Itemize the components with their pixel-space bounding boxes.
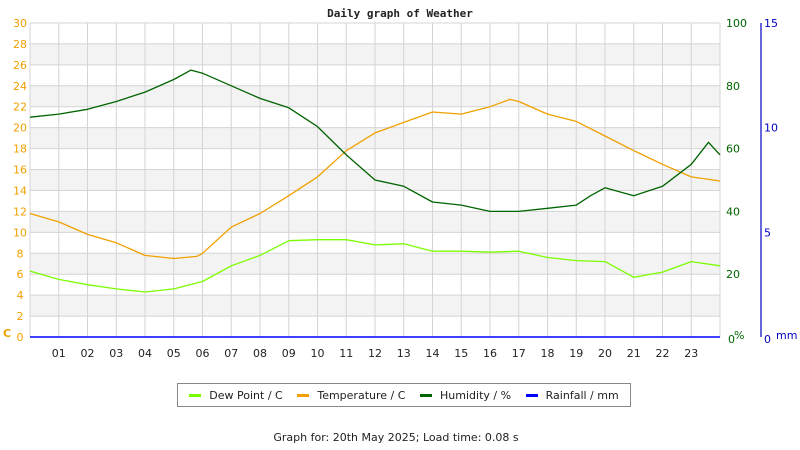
- x-tick-label: 18: [541, 347, 555, 360]
- x-tick-label: 09: [282, 347, 296, 360]
- left-tick-label: 20: [13, 122, 27, 135]
- dew-point-c-line: [29, 239, 721, 293]
- left-tick-label: 22: [13, 101, 27, 114]
- humidity-tick-label: 40: [726, 205, 740, 218]
- legend-item-rainfall[interactable]: Rainfall / mm: [525, 388, 619, 402]
- rainfall-tick-label: 15: [764, 17, 778, 30]
- x-tick-label: 19: [569, 347, 583, 360]
- x-tick-label: 06: [196, 347, 210, 360]
- left-tick-label: 0: [17, 331, 24, 344]
- x-tick-label: 01: [52, 347, 66, 360]
- chart-legend: Dew Point / C Temperature / C Humidity /…: [177, 383, 631, 407]
- legend-item-humidity[interactable]: Humidity / %: [420, 389, 511, 402]
- left-tick-label: 26: [13, 59, 27, 72]
- humidity-tick-label: 100: [726, 17, 747, 30]
- x-tick-label: 12: [368, 347, 382, 360]
- graph-footer: Graph for: 20th May 2025; Load time: 0.0…: [273, 431, 519, 444]
- humidity-line: [29, 69, 721, 213]
- left-tick-label: 14: [13, 184, 27, 197]
- x-tick-label: 16: [483, 347, 497, 360]
- temperature-swatch-icon: [297, 393, 310, 397]
- left-tick-label: 12: [13, 205, 27, 218]
- left-tick-label: 8: [17, 247, 24, 260]
- x-tick-label: 21: [627, 347, 641, 360]
- legend-label: Rainfall / mm: [545, 388, 619, 402]
- x-tick-label: 03: [109, 347, 123, 360]
- humidity-tick-label: 80: [726, 80, 740, 93]
- x-tick-label: 15: [454, 347, 468, 360]
- x-tick-label: 13: [397, 347, 411, 360]
- x-axis-ticks: 01 02 03 04 05 06 07 08 09 10 11 12 13 14 15 16 17 18 19 20…: [52, 347, 699, 360]
- data-series: [29, 69, 721, 338]
- humidity-axis-ticks: 0 20 40 60 80 100: [726, 17, 747, 346]
- gridlines: [29, 22, 721, 338]
- left-tick-label: 28: [13, 38, 27, 51]
- rainfall-axis-unit: mm: [776, 329, 797, 342]
- x-tick-label: 20: [598, 347, 612, 360]
- humidity-tick-label: 60: [726, 143, 740, 156]
- x-tick-label: 14: [426, 347, 440, 360]
- x-tick-label: 05: [167, 347, 181, 360]
- legend-item-dew-point[interactable]: Dew Point / C: [189, 388, 283, 402]
- rainfall-axis-ticks: 0 5 10 15: [764, 17, 778, 346]
- rainfall-tick-label: 10: [764, 122, 778, 135]
- left-tick-label: 18: [13, 143, 27, 156]
- x-tick-label: 22: [656, 347, 670, 360]
- rainfall-tick-label: 5: [764, 226, 771, 239]
- chart-title: Daily graph of Weather: [327, 7, 473, 20]
- humidity-tick-label: 0: [728, 333, 735, 346]
- legend-label: Dew Point / C: [209, 388, 283, 402]
- left-tick-label: 10: [13, 226, 27, 239]
- dew-point-swatch-icon: [189, 393, 202, 397]
- x-tick-label: 08: [253, 347, 267, 360]
- humidity-axis-unit: %: [734, 329, 744, 342]
- x-tick-label: 07: [224, 347, 238, 360]
- left-axis-unit: C: [3, 327, 11, 340]
- x-tick-label: 10: [311, 347, 325, 360]
- x-tick-label: 04: [138, 347, 152, 360]
- rainfall-tick-label: 0: [764, 333, 771, 346]
- humidity-tick-label: 20: [726, 268, 740, 281]
- left-tick-label: 30: [13, 17, 27, 30]
- x-tick-label: 23: [684, 347, 698, 360]
- humidity-swatch-icon: [420, 393, 433, 397]
- legend-label: Humidity / %: [440, 388, 512, 402]
- x-tick-label: 11: [339, 347, 353, 360]
- left-tick-label: 16: [13, 164, 27, 177]
- left-tick-label: 4: [17, 289, 24, 302]
- legend-label: Temperature / C: [317, 388, 406, 402]
- x-tick-label: 02: [81, 347, 95, 360]
- rainfall-swatch-icon: [525, 393, 538, 397]
- left-tick-label: 6: [17, 268, 24, 281]
- left-tick-label: 24: [13, 80, 27, 93]
- left-tick-label: 2: [17, 310, 24, 323]
- x-tick-label: 17: [512, 347, 526, 360]
- legend-item-temperature[interactable]: Temperature / C: [297, 389, 405, 402]
- temperature-c-line: [29, 98, 721, 260]
